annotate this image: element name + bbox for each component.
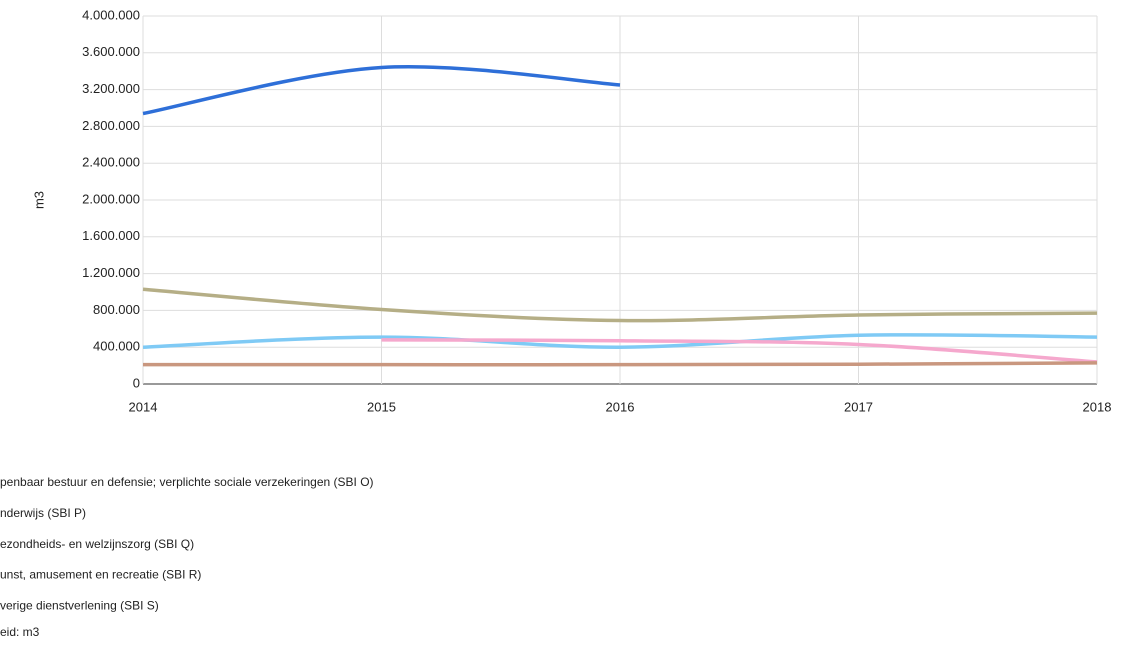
x-tick-label: 2018	[1083, 399, 1112, 414]
x-tick-label: 2016	[606, 399, 635, 414]
y-tick-label: 2.000.000	[82, 191, 140, 206]
y-tick-label: 3.600.000	[82, 44, 140, 59]
legend-label: verige dienstverlening (SBI S)	[0, 598, 159, 612]
footnote: eid: m3	[0, 625, 40, 639]
legend-label: ezondheids- en welzijnszorg (SBI Q)	[0, 537, 194, 551]
series-line	[142, 333, 1098, 349]
y-tick-label: 4.000.000	[82, 7, 140, 22]
y-tick-label: 1.200.000	[82, 265, 140, 280]
x-tick-label: 2015	[367, 399, 396, 414]
y-axis-label: m3	[31, 191, 46, 209]
y-tick-label: 3.200.000	[82, 81, 140, 96]
legend-label: unst, amusement en recreatie (SBI R)	[0, 568, 201, 582]
series-line	[142, 287, 1098, 323]
x-tick-label: 2017	[844, 399, 873, 414]
series-line	[143, 361, 1098, 367]
y-tick-label: 400.000	[93, 339, 140, 354]
y-tick-label: 2.800.000	[82, 118, 140, 133]
x-tick-label: 2014	[129, 399, 158, 414]
legend-label: penbaar bestuur en defensie; verplichte …	[0, 475, 374, 489]
y-tick-label: 800.000	[93, 302, 140, 317]
series-line	[381, 338, 1098, 364]
y-tick-label: 1.600.000	[82, 228, 140, 243]
legend-label: nderwijs (SBI P)	[0, 506, 86, 520]
series-line	[142, 65, 621, 116]
y-tick-label: 2.400.000	[82, 155, 140, 170]
y-tick-label: 0	[133, 375, 140, 390]
